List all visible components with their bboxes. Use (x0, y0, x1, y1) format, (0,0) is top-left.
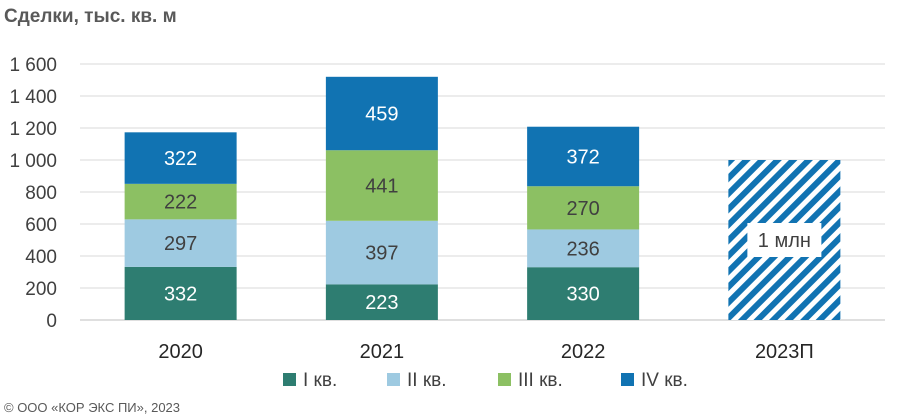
bars: 332 297 222 322 223 397 441 459 330 236 270 372 1 мл… (124, 76, 841, 320)
legend-swatch (621, 373, 634, 386)
legend-label: I кв. (303, 370, 337, 391)
data-label: 270 (566, 198, 599, 220)
data-label: 332 (164, 283, 197, 305)
bar-segment (527, 267, 640, 320)
bar-segment (124, 132, 237, 184)
bar-segment (527, 126, 640, 187)
x-tick-label: 2022 (561, 341, 606, 363)
y-tick-label: 1 200 (9, 119, 57, 140)
bar-segment (527, 186, 640, 230)
data-label: 459 (365, 104, 398, 126)
y-tick-label: 200 (25, 279, 57, 300)
legend-label: III кв. (518, 370, 563, 391)
data-label: 297 (164, 233, 197, 255)
bar-segment (124, 266, 237, 320)
stacked-bar-chart: 0 200 400 600 800 1 000 1 200 1 400 1 600 332 297… (9, 55, 885, 391)
y-tick-label: 400 (25, 247, 57, 268)
bar-segment (325, 220, 438, 285)
bar-segment (325, 76, 438, 151)
legend: I кв. II кв. III кв. IV кв. (283, 370, 688, 391)
bar-segment (325, 150, 438, 221)
bar-segment (124, 183, 237, 220)
legend-label: IV кв. (641, 370, 688, 391)
data-label: 330 (566, 284, 599, 306)
x-tick-label: 2020 (158, 341, 203, 363)
legend-label: II кв. (407, 370, 447, 391)
y-tick-label: 600 (25, 215, 57, 236)
y-tick-label: 800 (25, 183, 57, 204)
data-label: 397 (365, 243, 398, 265)
y-tick-label: 0 (46, 311, 57, 332)
data-label: 236 (566, 238, 599, 260)
data-label: 441 (365, 176, 398, 198)
x-axis-ticks: 2020 2021 2022 2023П (158, 341, 813, 363)
x-tick-label: 2021 (360, 341, 405, 363)
forecast-label-box (747, 223, 822, 257)
y-axis-ticks: 0 200 400 600 800 1 000 1 200 1 400 1 600 (9, 55, 57, 332)
forecast-label: 1 млн (758, 230, 811, 252)
y-tick-label: 1 600 (9, 55, 57, 76)
chart-title: Сделки, тыс. кв. м (4, 6, 177, 27)
copyright-footer: © ООО «КОР ЭКС ПИ», 2023 (4, 400, 181, 415)
data-label: 372 (566, 146, 599, 168)
legend-swatch (387, 373, 400, 386)
data-label: 223 (365, 292, 398, 314)
legend-swatch (283, 373, 296, 386)
data-label: 222 (164, 192, 197, 214)
bar-segment (325, 284, 438, 320)
y-tick-label: 1 400 (9, 87, 57, 108)
x-tick-label: 2023П (755, 341, 814, 363)
bar-segment (124, 219, 237, 267)
bar-segment (527, 229, 640, 268)
data-label: 322 (164, 148, 197, 170)
y-tick-label: 1 000 (9, 151, 57, 172)
legend-swatch (498, 373, 511, 386)
